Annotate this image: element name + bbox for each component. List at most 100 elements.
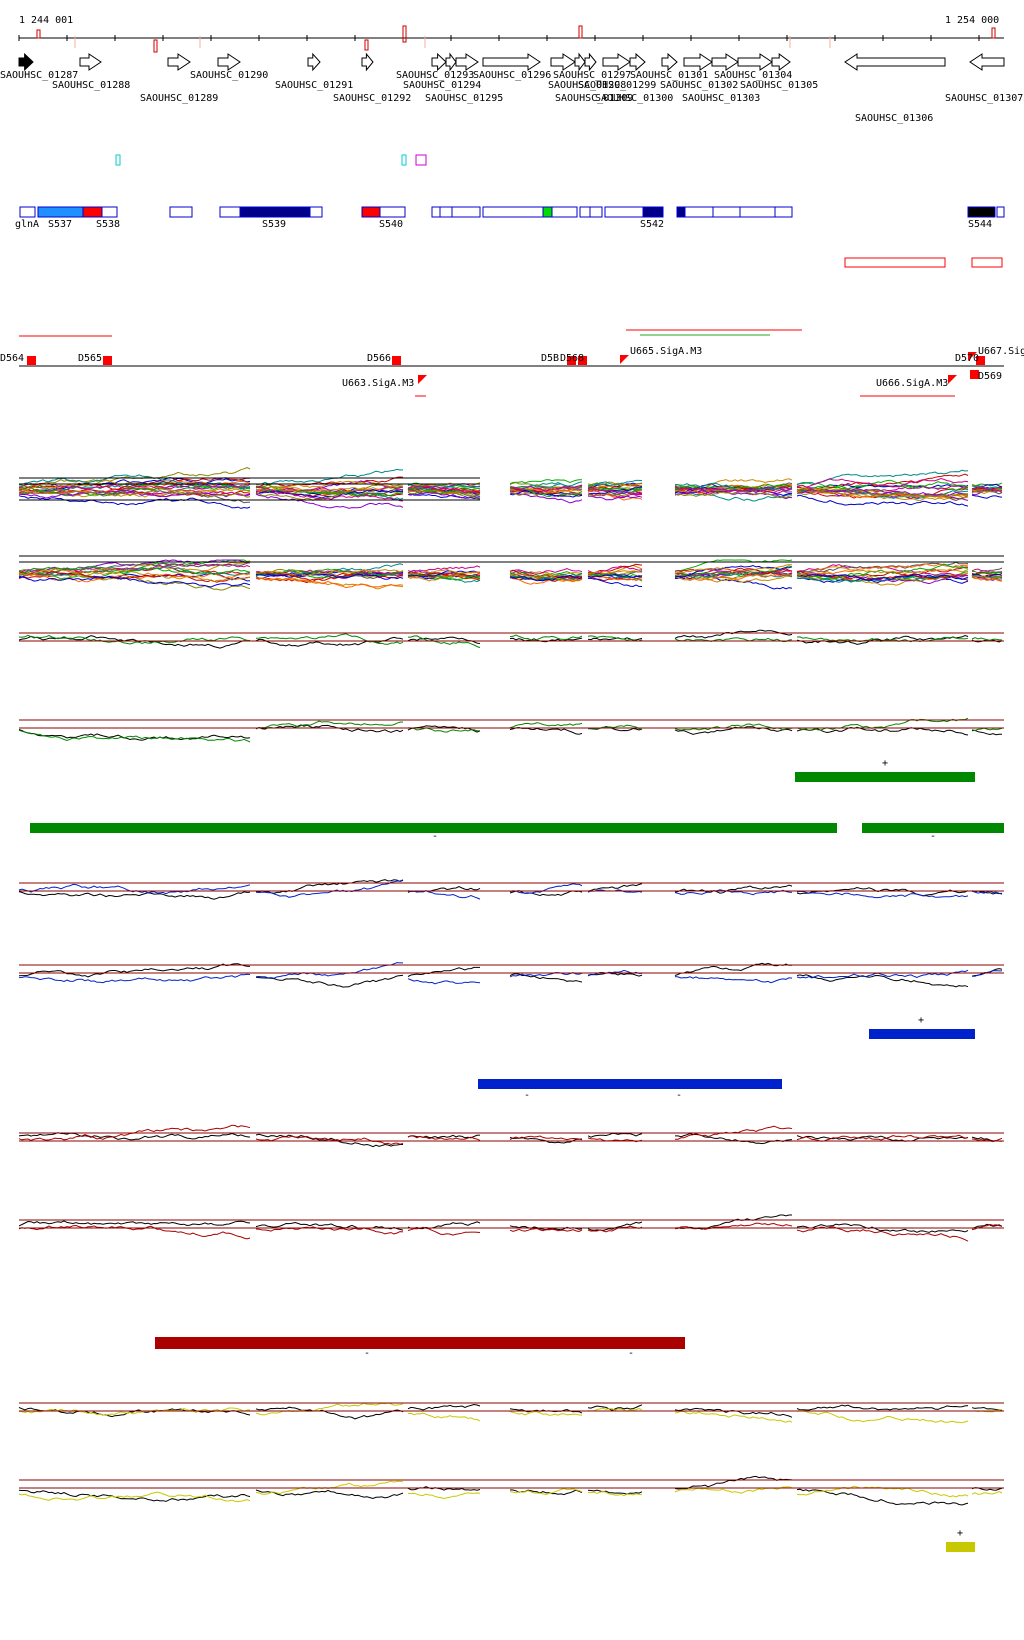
gene-shape: [445, 52, 457, 72]
gene-arrow[interactable]: SAOUHSC_01303: [682, 53, 760, 104]
site-box[interactable]: [392, 356, 401, 365]
condition-bar[interactable]: [478, 1079, 782, 1089]
segment-box[interactable]: [551, 206, 578, 218]
gene-arrow[interactable]: SAOUHSC_01289: [140, 53, 218, 104]
segment-box[interactable]: [82, 206, 103, 218]
segment-box[interactable]: [219, 206, 241, 218]
site-flag[interactable]: [948, 375, 957, 384]
segment-box[interactable]: [676, 206, 686, 218]
segment-box[interactable]: [579, 206, 591, 218]
gene-arrow[interactable]: SAOUHSC_01293: [396, 52, 474, 81]
site-label: D566: [367, 353, 391, 364]
profile-line: [674, 483, 793, 493]
profile-line: [18, 570, 251, 583]
profile-line: [587, 570, 643, 575]
segment-box[interactable]: [774, 206, 793, 218]
site-label: U666.SigA.M3: [876, 378, 948, 389]
segment-label: S540: [379, 219, 403, 230]
segment-box[interactable]: [19, 206, 36, 218]
gene-arrow[interactable]: SAOUHSC_01297: [550, 53, 631, 81]
gene-arrow[interactable]: SAOUHSC_01304: [711, 53, 792, 81]
profile-line: [796, 974, 969, 988]
ruler-red-tick: [991, 27, 996, 39]
site-flag[interactable]: [418, 375, 427, 384]
gene-arrow[interactable]: SAOUHSC_01301: [629, 52, 708, 81]
gene-arrow[interactable]: SAOUHSC_01294: [403, 52, 481, 91]
ruler-red-tick: [36, 29, 41, 39]
profile-line: [18, 963, 251, 978]
profile-line: [587, 724, 643, 731]
segment-box[interactable]: [37, 206, 84, 218]
condition-bar[interactable]: [946, 1542, 975, 1552]
profile-line: [587, 972, 643, 977]
site-box[interactable]: [27, 356, 36, 365]
segment-box[interactable]: [482, 206, 544, 218]
gene-shape: [431, 52, 447, 72]
segment-box[interactable]: [239, 206, 311, 218]
gene-arrow[interactable]: SAOUHSC_01287: [0, 52, 78, 81]
segment-box[interactable]: [739, 206, 776, 218]
profile-line: [18, 634, 251, 645]
site-box[interactable]: [970, 370, 979, 379]
segment-box[interactable]: [379, 206, 406, 218]
profile-line: [674, 976, 793, 984]
segment-box[interactable]: [169, 206, 193, 218]
segment-box[interactable]: [361, 206, 381, 218]
gene-arrow[interactable]: SAOUHSC_01306: [771, 53, 933, 124]
segment-box[interactable]: [642, 206, 664, 218]
profile-line: [796, 634, 969, 645]
profile-line: [255, 962, 403, 979]
gene-arrow[interactable]: SAOUHSC_01300: [595, 53, 673, 104]
site-box[interactable]: [976, 356, 985, 365]
gene-shape: [217, 53, 241, 71]
gene-shape: [683, 53, 713, 71]
profile-line: [971, 494, 1003, 499]
segment-box[interactable]: [589, 206, 603, 218]
site-box[interactable]: [567, 356, 576, 365]
gene-arrow[interactable]: SAOUHSC_01290: [190, 53, 268, 81]
gene-arrow[interactable]: SAOUHSC_01307: [844, 53, 1023, 104]
profile-line: [509, 1487, 583, 1496]
gene-arrow[interactable]: SAOUHSC_01302: [660, 52, 738, 91]
segment-box[interactable]: [439, 206, 453, 218]
segment-box[interactable]: [967, 206, 996, 218]
gene-shape: [844, 53, 946, 71]
gene-arrow[interactable]: SAOUHSC_01295: [425, 53, 503, 104]
condition-bar[interactable]: [795, 772, 975, 782]
site-label: U663.SigA.M3: [342, 378, 414, 389]
gene-arrow[interactable]: SAOUHSC_01309: [555, 53, 1005, 104]
profile-line: [255, 476, 404, 489]
profile-line: [796, 563, 969, 577]
site-label: D569: [978, 371, 1002, 382]
gene-arrow[interactable]: SAOUHSC_01291: [275, 52, 353, 91]
condition-bar[interactable]: [30, 823, 837, 833]
gene-arrow[interactable]: SAOUHSC_01288: [52, 53, 130, 91]
site-box[interactable]: [578, 356, 587, 365]
profile-line: [18, 1220, 251, 1227]
site-flag[interactable]: [620, 355, 629, 364]
profile-line: [18, 565, 251, 575]
segment-box[interactable]: [604, 206, 644, 218]
site-box[interactable]: [103, 356, 112, 365]
site-label: U665.SigA.M3: [630, 346, 702, 357]
profile-line: [674, 629, 793, 639]
gene-arrow[interactable]: SAOUHSC_01296: [473, 53, 551, 81]
segment-box[interactable]: [684, 206, 714, 218]
gene-arrow[interactable]: SAOUHSC_01292: [333, 52, 411, 104]
segment-box[interactable]: [309, 206, 323, 218]
segment-label: S539: [262, 219, 286, 230]
gene-arrow[interactable]: SAOUHSC_01299: [578, 52, 656, 91]
site-flag[interactable]: [968, 352, 977, 361]
condition-bar[interactable]: [862, 823, 1004, 833]
segment-box[interactable]: [431, 206, 441, 218]
segment-box[interactable]: [451, 206, 481, 218]
gene-arrow[interactable]: SAOUHSC_01305: [737, 53, 818, 91]
segment-box[interactable]: [542, 206, 553, 218]
segment-box[interactable]: [996, 206, 1005, 218]
segment-box[interactable]: [712, 206, 741, 218]
condition-bar[interactable]: [869, 1029, 975, 1039]
condition-bar[interactable]: [155, 1337, 685, 1349]
end-coordinate: 1 254 000: [945, 15, 999, 26]
gene-arrow[interactable]: SAOUHSC_01298: [548, 52, 626, 91]
segment-box[interactable]: [101, 206, 118, 218]
